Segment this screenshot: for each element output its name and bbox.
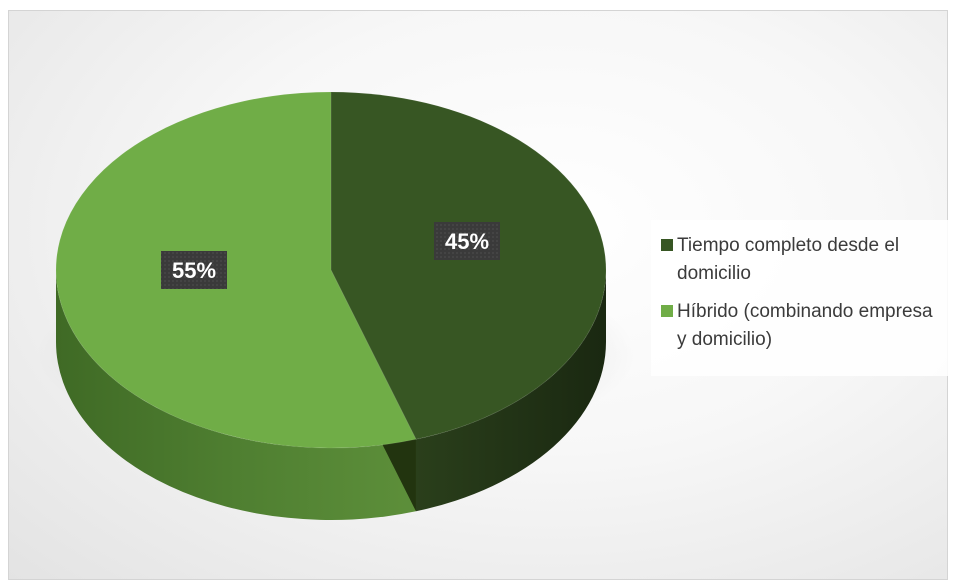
pie-slice-2 — [55, 91, 417, 449]
legend-label-hibrido: Híbrido (combinando empresa y domicilio) — [677, 301, 933, 350]
pie-slice-1 — [330, 91, 607, 440]
data-label-box-2 — [161, 251, 227, 289]
legend-swatch-tiempo-completo — [661, 239, 673, 251]
legend-swatch-hibrido — [661, 305, 673, 317]
pie-slice-side-1 — [415, 270, 606, 512]
data-label-2: 55% — [172, 258, 216, 283]
data-label-box-1 — [434, 222, 500, 260]
legend-item-tiempo-completo: Tiempo completo desde el domicilio — [661, 232, 947, 288]
data-label-1: 45% — [445, 229, 489, 254]
pie-slice-side-2 — [56, 270, 416, 520]
legend-item-hibrido: Híbrido (combinando empresa y domicilio) — [661, 298, 947, 354]
legend: Tiempo completo desde el domicilio Híbri… — [651, 220, 957, 376]
legend-label-tiempo-completo: Tiempo completo desde el domicilio — [677, 235, 900, 284]
